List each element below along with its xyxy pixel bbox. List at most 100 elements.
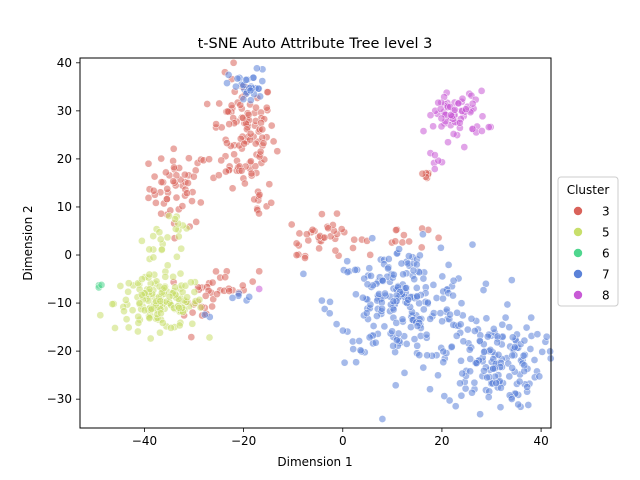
point-cluster-3 [315,244,323,253]
point-cluster-3 [213,290,221,298]
legend-items: 3 5 6 7 8 [573,205,610,303]
point-cluster-7 [224,71,233,79]
point-cluster-7 [468,388,476,397]
point-cluster-3 [228,184,237,193]
point-cluster-8 [454,99,463,108]
x-axis-label: Dimension 1 [277,455,352,469]
point-cluster-7 [384,255,393,263]
point-cluster-3 [259,139,268,148]
point-cluster-7 [389,270,398,279]
point-cluster-7 [520,361,529,370]
point-cluster-7 [242,76,250,84]
point-cluster-7 [402,340,411,348]
point-cluster-7 [527,313,536,322]
point-cluster-8 [477,87,486,95]
point-cluster-3 [247,169,256,178]
point-cluster-5 [174,232,183,241]
point-cluster-5 [137,290,146,299]
point-cluster-7 [445,396,454,405]
point-cluster-3 [223,139,231,147]
point-cluster-7 [484,393,493,401]
point-cluster-7 [456,320,465,329]
point-cluster-5 [158,319,167,327]
point-cluster-7 [514,400,523,409]
point-cluster-8 [430,165,439,173]
point-cluster-7 [363,280,372,289]
point-cluster-7 [440,392,449,400]
point-cluster-5 [120,307,128,316]
point-cluster-3 [214,171,223,180]
point-cluster-7 [404,295,413,304]
point-cluster-3 [187,333,196,341]
point-cluster-7 [401,284,410,292]
point-cluster-7 [368,234,377,243]
series-cluster-7 [200,64,555,423]
legend-marker-8 [573,290,583,300]
point-cluster-5 [145,314,154,323]
point-cluster-8 [455,118,464,127]
legend-marker-3 [573,206,583,216]
point-cluster-3 [221,273,230,282]
x-axis: −40 −20 0 20 40 [132,428,549,448]
point-cluster-7 [398,315,407,324]
point-cluster-7 [459,337,468,346]
point-cluster-3 [223,107,232,116]
point-cluster-3 [269,137,278,146]
point-cluster-8 [449,130,458,138]
point-cluster-3 [188,308,197,317]
point-cluster-7 [449,291,457,300]
point-cluster-5 [96,311,105,320]
point-cluster-3 [400,231,408,239]
point-cluster-3 [434,233,443,242]
legend-marker-6 [573,248,583,258]
point-cluster-3 [157,209,165,218]
points-layer [94,58,555,423]
point-cluster-3 [169,157,177,165]
legend-marker-7 [573,269,583,279]
point-cluster-7 [480,348,488,356]
point-cluster-7 [461,384,470,393]
point-cluster-7 [505,372,514,381]
point-cluster-8 [450,105,459,114]
point-cluster-3 [301,254,309,262]
point-cluster-3 [247,157,255,166]
point-cluster-7 [351,266,360,274]
point-cluster-7 [380,322,389,331]
point-cluster-7 [326,298,334,306]
point-cluster-7 [446,310,454,319]
point-cluster-7 [483,373,491,382]
point-cluster-7 [453,308,461,317]
point-cluster-7 [447,342,456,351]
point-cluster-7 [356,346,365,355]
point-cluster-7 [389,305,398,314]
point-cluster-5 [145,270,154,279]
legend-title: Cluster [567,183,610,197]
point-cluster-7 [483,332,492,341]
point-cluster-7 [413,341,422,350]
point-cluster-3 [366,251,375,259]
point-cluster-7 [233,74,242,83]
point-cluster-3 [350,235,359,244]
point-cluster-7 [452,332,461,340]
point-cluster-5 [205,333,214,342]
point-cluster-3 [163,195,171,203]
point-cluster-7 [397,259,406,268]
point-cluster-5 [149,232,158,240]
series-cluster-3 [144,58,443,341]
point-cluster-7 [419,363,428,372]
point-cluster-7 [496,403,505,412]
point-cluster-7 [438,317,446,326]
point-cluster-3 [150,172,159,181]
point-cluster-3 [349,244,357,252]
point-cluster-3 [238,281,247,290]
point-cluster-7 [489,325,498,333]
point-cluster-5 [163,233,172,242]
point-cluster-7 [423,298,432,307]
point-cluster-3 [320,233,329,242]
point-cluster-5 [138,237,146,245]
point-cluster-5 [145,245,154,254]
point-cluster-7 [493,332,502,341]
point-cluster-7 [520,336,529,345]
point-cluster-7 [381,289,389,298]
